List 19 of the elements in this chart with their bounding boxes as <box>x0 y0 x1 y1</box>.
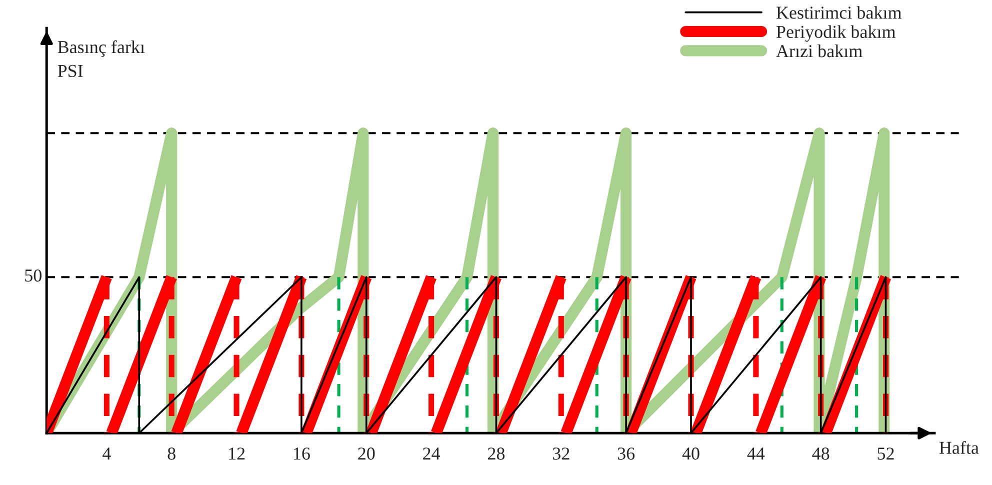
x-tick-label: 16 <box>294 448 310 460</box>
x-tick-label: 20 <box>358 448 375 460</box>
x-tick-label: 36 <box>618 448 635 460</box>
legend-label: Kestirimci bakım <box>776 6 902 19</box>
x-tick-label: 24 <box>423 448 440 460</box>
text: 50 <box>25 269 42 282</box>
x-tick-label: 44 <box>747 448 765 460</box>
x-tick-label: 52 <box>878 448 894 460</box>
legend-label: Periyodik bakım <box>776 25 896 42</box>
x-tick-label: 12 <box>229 448 245 460</box>
x-tick-label: 32 <box>552 448 570 460</box>
legend-label: Arızi bakım <box>776 44 862 58</box>
x-tick-label: 48 <box>812 448 830 460</box>
x-tick-label: 28 <box>488 448 505 460</box>
x-tick-label: 40 <box>682 448 700 460</box>
y-axis-title: Basınç farkı PSI <box>58 40 145 78</box>
x-tick-label: 8 <box>168 448 176 460</box>
x-axis-title: Hafta <box>939 441 979 454</box>
x-tick-label: 4 <box>102 448 111 460</box>
